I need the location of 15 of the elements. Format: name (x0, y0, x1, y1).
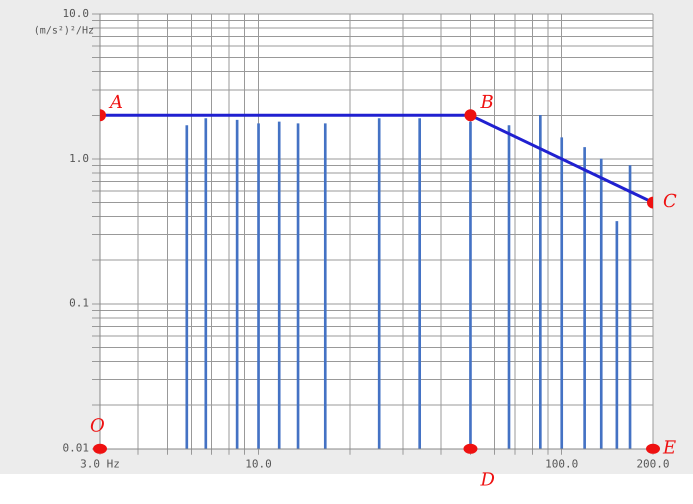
annotation: B (479, 92, 494, 113)
x-tick-label: 3.0 Hz (80, 457, 120, 470)
annotation: O (90, 415, 105, 436)
y-tick-label: 1.0 (69, 152, 89, 165)
x-tick-label: 200.0 (636, 457, 670, 470)
y-tick-label: 10.0 (62, 6, 89, 20)
annotation: D (479, 469, 496, 490)
y-tick-label: 0.1 (69, 296, 89, 310)
y-tick-label: 0.01 (62, 442, 89, 455)
y-axis-title: (m/s²)²/Hz (34, 26, 94, 37)
x-tick-label: 100.0 (545, 457, 578, 470)
x-tick-label: 10.0 (245, 457, 272, 470)
annotation: C (663, 191, 677, 212)
annotation: A (108, 92, 123, 113)
annotation: E (662, 437, 676, 458)
